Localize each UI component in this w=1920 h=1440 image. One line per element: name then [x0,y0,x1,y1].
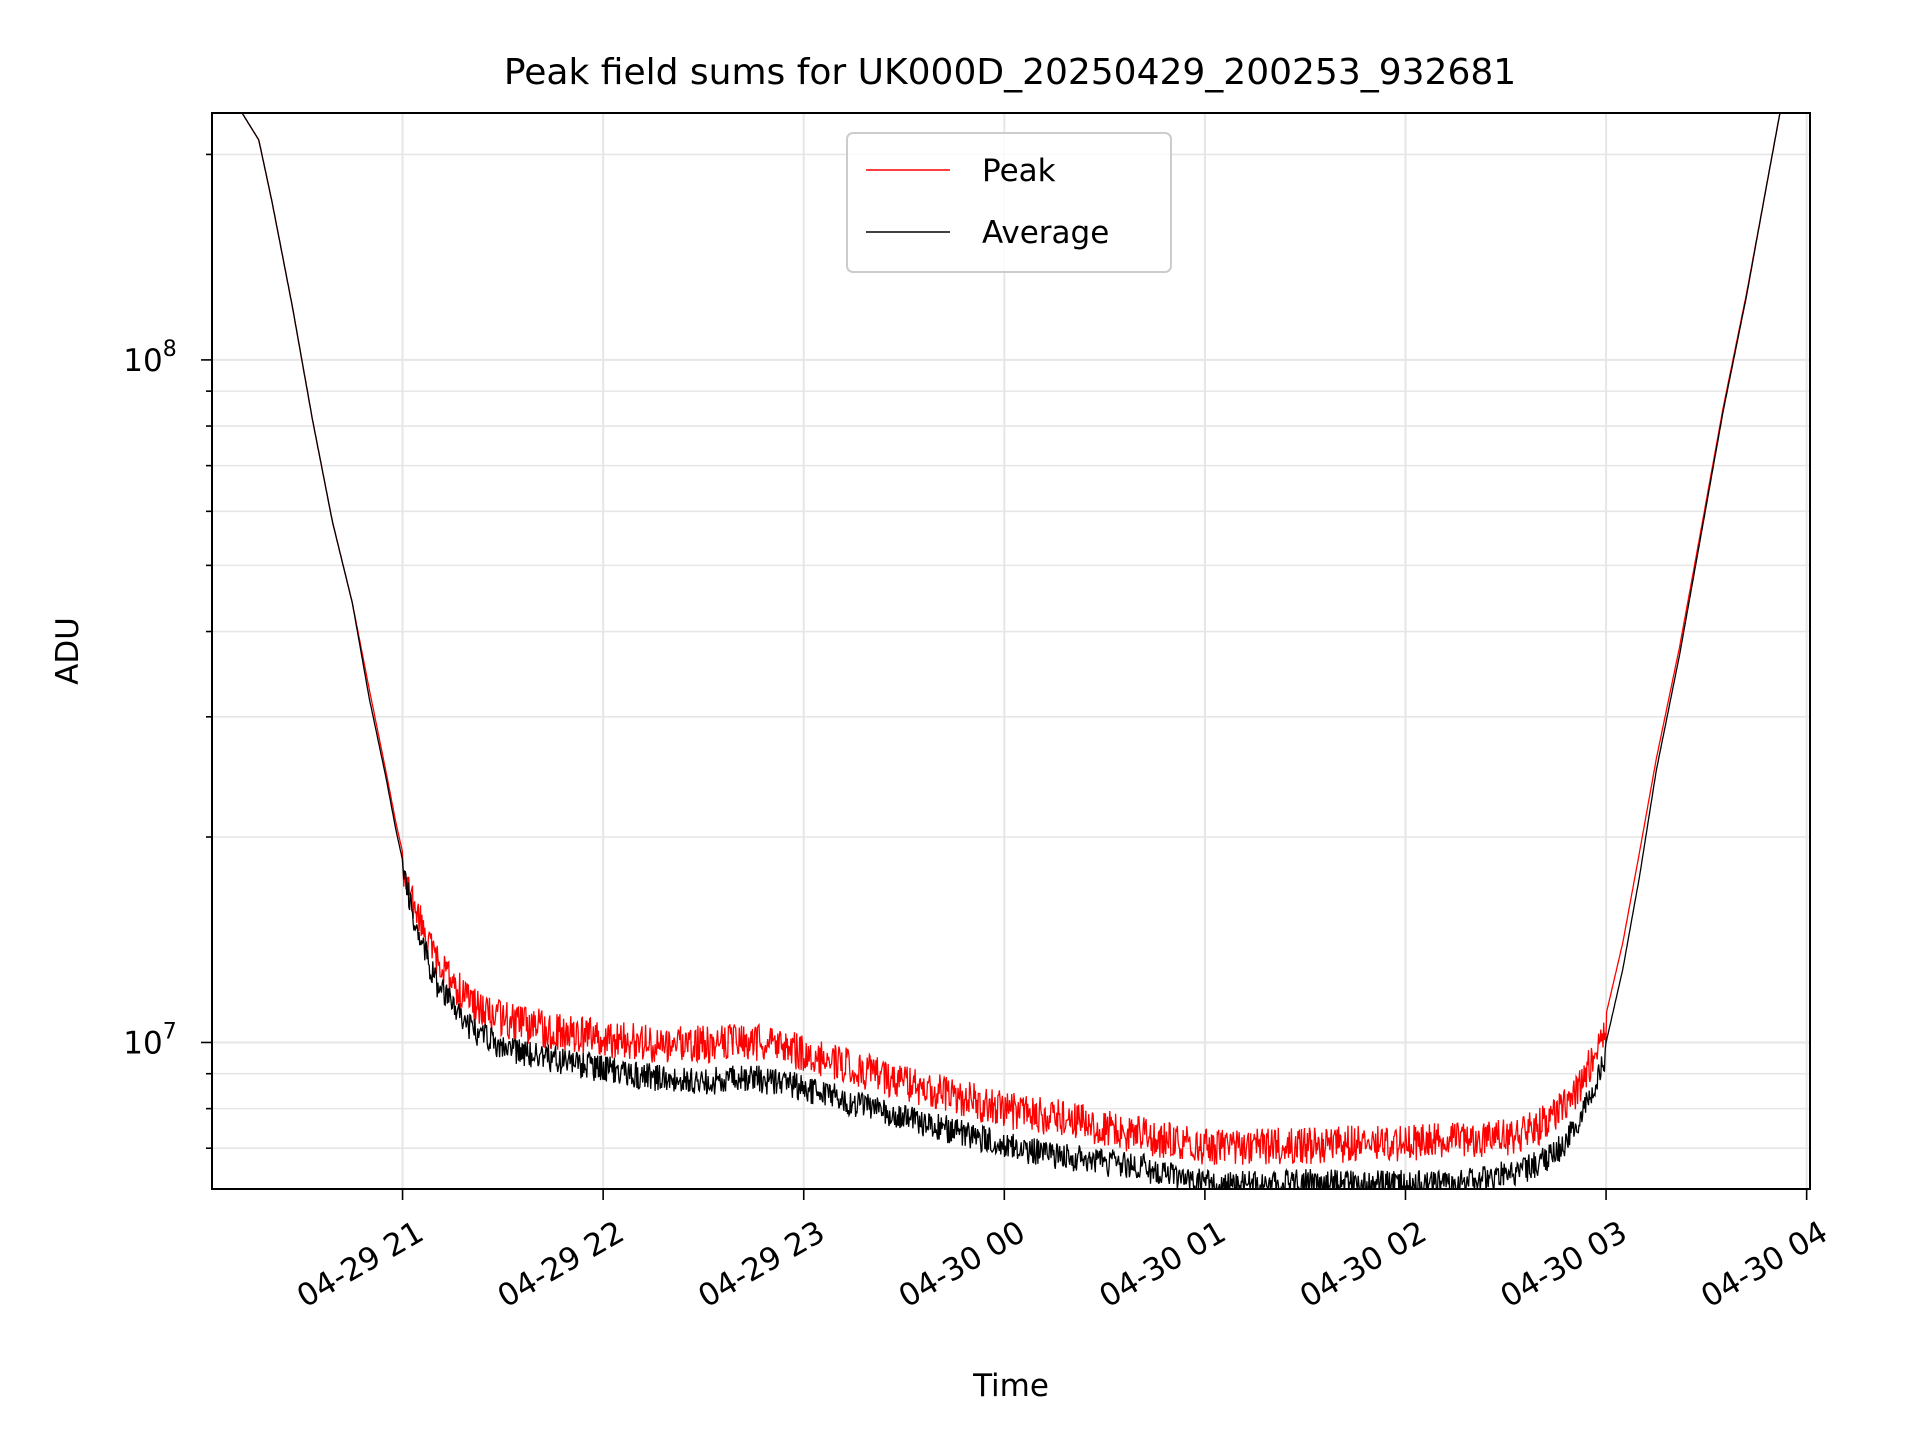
legend-label-peak: Peak [982,153,1056,189]
series-group [212,113,1810,1189]
legend: Peak Average [846,132,1172,273]
tick-marks [201,153,1808,1200]
series-line-peak [212,113,1810,1165]
series-line-average [212,113,1810,1189]
chart-title: Peak field sums for UK000D_20250429_2002… [504,52,1516,93]
legend-box [846,132,1172,273]
x-axis-label: Time [972,1368,1049,1404]
y-tick-labels: 107 108 [123,337,176,1062]
y-tick-label: 108 [123,337,176,379]
y-tick-label: 107 [123,1019,176,1061]
y-axis-label: ADU [50,617,86,685]
legend-label-average: Average [982,215,1109,251]
grid [212,113,1810,1189]
plot-frame [211,112,1811,1190]
